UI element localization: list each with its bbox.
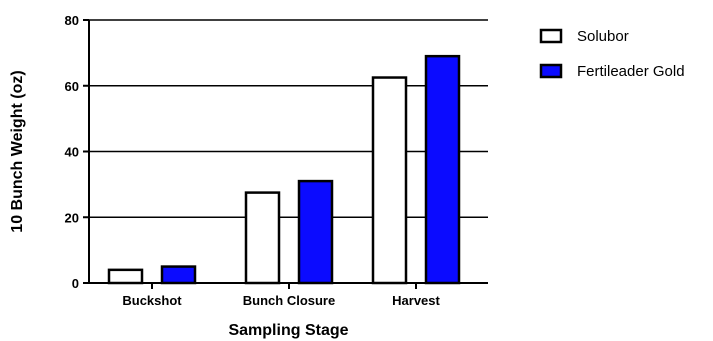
y-tick-label-80: 80 xyxy=(65,13,79,28)
legend: Solubor Fertileader Gold xyxy=(539,28,685,80)
bars xyxy=(107,54,461,285)
y-tick-labels: 0 20 40 60 80 xyxy=(65,13,89,291)
bar-bunch-closure-solubor xyxy=(244,191,281,285)
bar-buckshot-solubor xyxy=(107,268,144,285)
x-tick-labels: Buckshot Bunch Closure Harvest xyxy=(122,283,441,308)
bar-harvest-fertileader-gold xyxy=(424,54,461,285)
legend-label-solubor: Solubor xyxy=(577,28,629,45)
x-tick-label-buckshot: Buckshot xyxy=(122,293,182,308)
legend-swatch-solubor xyxy=(539,28,563,44)
bar-harvest-solubor xyxy=(371,76,408,285)
y-axis-title: 10 Bunch Weight (oz) xyxy=(9,70,26,232)
x-tick-label-harvest: Harvest xyxy=(392,293,440,308)
bar-bunch-closure-fertileader-gold xyxy=(297,179,334,285)
gridlines xyxy=(89,19,488,218)
x-axis-title: Sampling Stage xyxy=(228,322,348,339)
y-tick-label-40: 40 xyxy=(65,145,79,160)
y-tick-label-20: 20 xyxy=(65,210,79,225)
x-tick-label-bunch-closure: Bunch Closure xyxy=(243,293,335,308)
y-tick-label-60: 60 xyxy=(65,79,79,94)
legend-swatch-fertileader-gold xyxy=(539,63,563,79)
bar-buckshot-fertileader-gold xyxy=(160,265,197,285)
y-tick-label-0: 0 xyxy=(72,276,79,291)
legend-label-fertileader-gold: Fertileader Gold xyxy=(577,63,685,80)
